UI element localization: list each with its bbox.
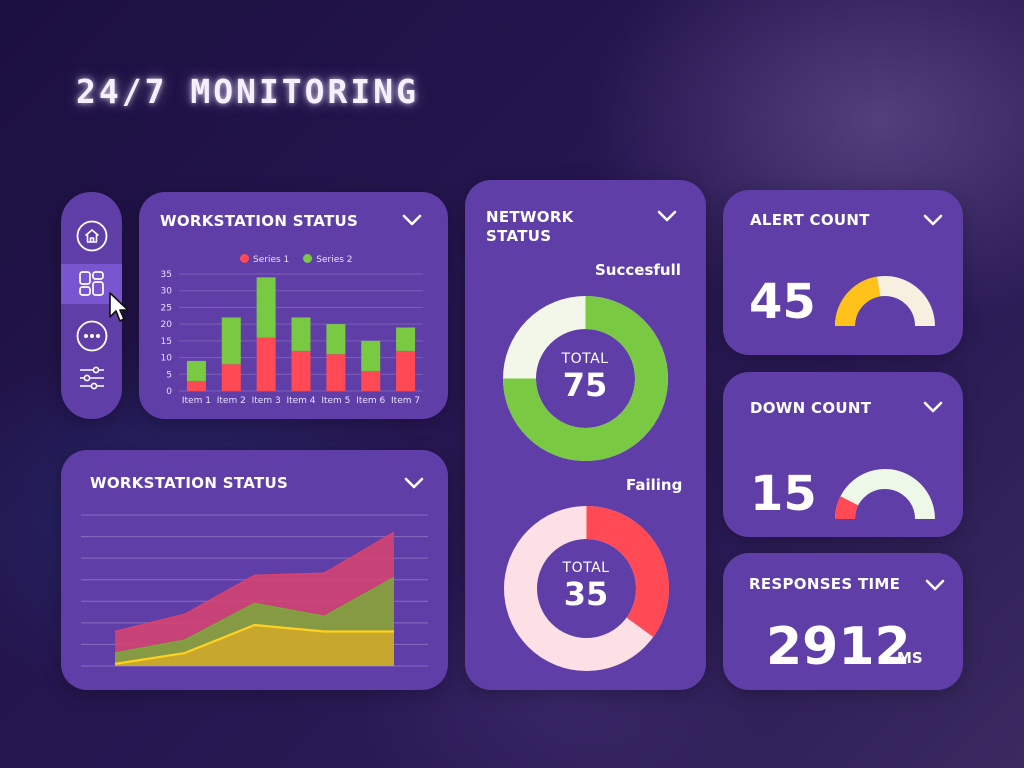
donut-value <box>503 296 668 461</box>
sidebar-item-settings[interactable] <box>61 358 122 398</box>
down-gauge <box>835 469 935 520</box>
bar-1 <box>291 350 311 391</box>
response-time-unit: MS <box>897 649 923 667</box>
y-tick-label: 5 <box>166 370 172 380</box>
sliders-icon <box>79 366 104 390</box>
success-label: Succesfull <box>595 261 681 279</box>
donut-value <box>585 506 669 637</box>
page-title: 24/7 MONITORING <box>76 72 420 111</box>
x-tick-label: Item 5 <box>321 396 350 406</box>
line-series-3 <box>114 623 394 665</box>
more-icon <box>76 320 107 352</box>
bar-2 <box>396 327 416 351</box>
bar-2 <box>291 317 311 351</box>
bar-2 <box>326 324 346 355</box>
x-tick-label: Item 6 <box>356 396 385 406</box>
y-tick-label: 30 <box>161 287 173 297</box>
y-tick-label: 25 <box>161 303 172 313</box>
line-series-2 <box>114 576 395 654</box>
failing-donut <box>504 506 669 671</box>
success-total: TOTAL 75 <box>561 351 609 404</box>
failing-label: Failing <box>626 476 683 494</box>
x-tick-label: Item 3 <box>252 396 281 406</box>
responses-time-card: RESPONSES TIME 2912 MS <box>723 553 963 690</box>
gauge-value <box>835 496 859 520</box>
line-series-1 <box>114 531 395 633</box>
down-count-value: 15 <box>750 466 817 522</box>
bar-1 <box>256 337 276 391</box>
x-tick-label: Item 7 <box>391 396 420 406</box>
y-tick-label: 10 <box>161 354 173 364</box>
sidebar-item-more[interactable] <box>61 316 122 356</box>
success-donut <box>503 296 668 461</box>
dashboard-icon <box>78 271 104 296</box>
card-title: WORKSTATION STATUS <box>160 212 359 230</box>
x-tick-label: Item 1 <box>182 396 211 406</box>
alert-gauge <box>835 276 935 327</box>
sidebar-item-home[interactable] <box>61 216 122 256</box>
mouse-cursor-icon <box>109 292 129 322</box>
alert-count-value: 45 <box>749 274 816 330</box>
area-series-3 <box>115 625 394 666</box>
x-tick-label: Item 4 <box>286 396 315 406</box>
gauge-track <box>835 469 935 520</box>
response-time-value: 2912 <box>766 617 911 677</box>
failing-total: TOTAL 35 <box>562 560 610 613</box>
home-icon <box>76 220 107 252</box>
bar-2 <box>256 277 276 338</box>
card-title: ALERT COUNT <box>750 211 870 229</box>
chevron-down-icon[interactable] <box>403 472 425 494</box>
bar-2 <box>186 360 206 381</box>
chevron-down-icon[interactable] <box>922 209 944 231</box>
bar-1 <box>396 350 416 391</box>
bar-2 <box>361 340 381 371</box>
legend-series-2: Series 2 <box>303 254 353 265</box>
bar-1 <box>361 370 381 391</box>
bar-1 <box>186 380 206 391</box>
bar-2 <box>221 317 241 365</box>
card-title: DOWN COUNT <box>750 399 872 417</box>
y-tick-label: 0 <box>166 387 172 397</box>
card-title: RESPONSES TIME <box>749 575 901 593</box>
area-chart <box>81 514 428 667</box>
bar-1 <box>326 354 346 391</box>
y-tick-label: 15 <box>161 337 172 347</box>
card-title: NETWORK STATUS <box>486 208 574 245</box>
chevron-down-icon[interactable] <box>656 205 678 227</box>
y-tick-label: 20 <box>161 320 173 330</box>
chart-legend: Series 1 Series 2 <box>240 254 353 265</box>
chevron-down-icon[interactable] <box>922 396 944 418</box>
gauge-value <box>835 276 881 327</box>
card-title: WORKSTATION STATUS <box>90 474 289 492</box>
chevron-down-icon[interactable] <box>924 574 946 596</box>
chevron-down-icon[interactable] <box>401 209 423 231</box>
alert-count-card: ALERT COUNT 45 <box>723 190 963 355</box>
bar-1 <box>221 364 241 391</box>
legend-series-1: Series 1 <box>240 254 289 265</box>
x-tick-label: Item 2 <box>217 396 246 406</box>
bar-chart: 0 5 10 15 20 25 30 35 Item 1 Item 2 Item 3 Item 4 It… <box>161 270 423 406</box>
y-tick-label: 35 <box>161 270 172 280</box>
